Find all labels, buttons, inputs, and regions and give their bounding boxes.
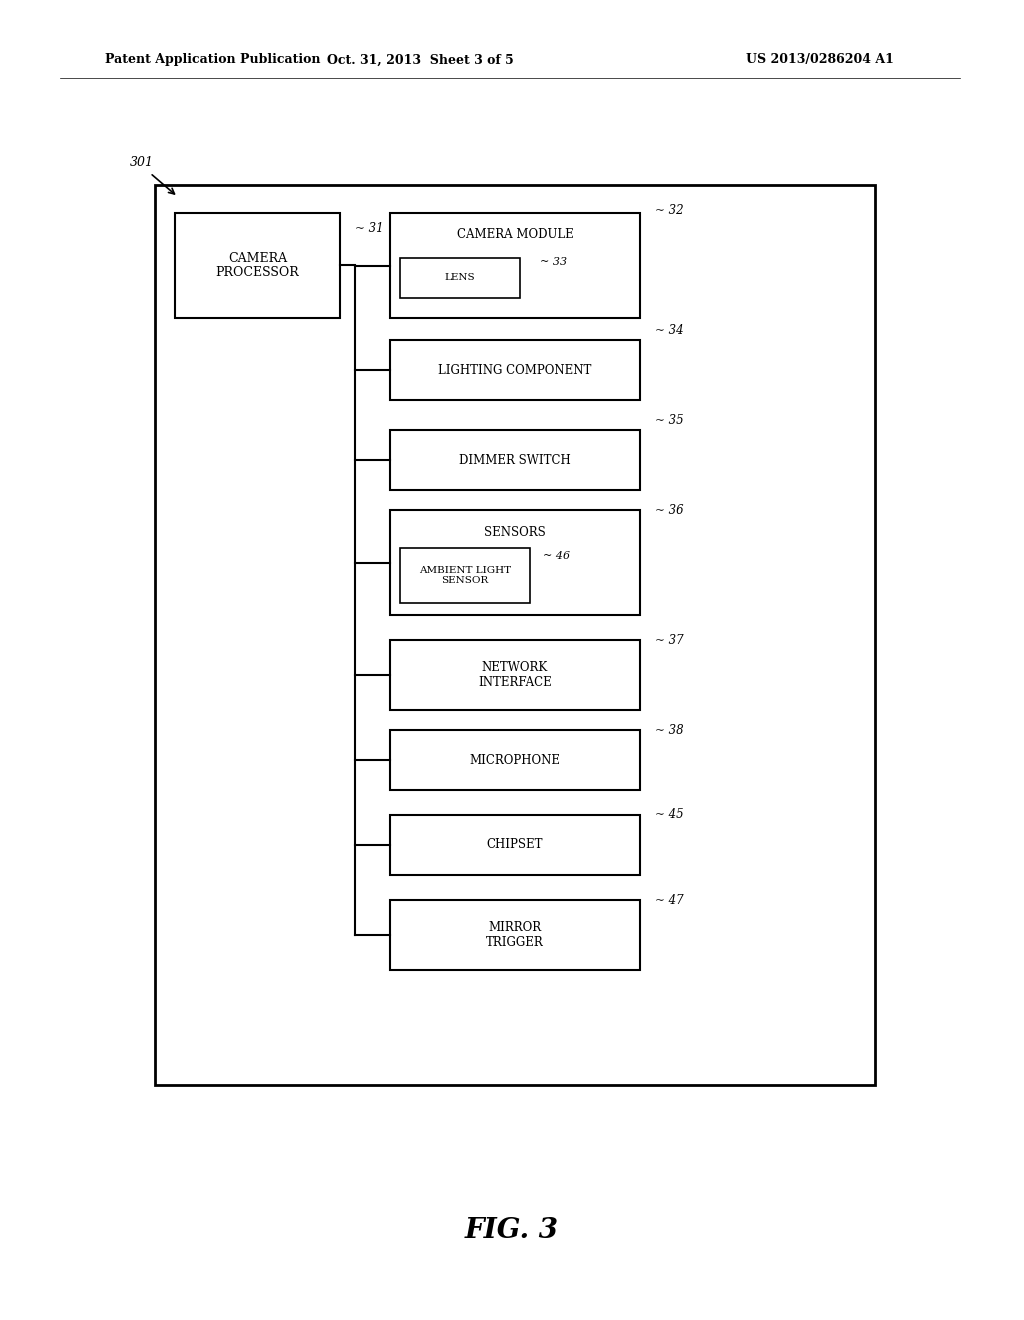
Text: 301: 301 (130, 156, 154, 169)
Text: Patent Application Publication: Patent Application Publication (105, 54, 321, 66)
Bar (390, 900, 640, 970)
Bar (390, 640, 640, 710)
Text: ~ 45: ~ 45 (655, 808, 684, 821)
Text: ~ 31: ~ 31 (355, 222, 384, 235)
Bar (400, 257, 520, 298)
Text: ~ 46: ~ 46 (543, 550, 570, 561)
Text: ~ 36: ~ 36 (655, 503, 684, 516)
Text: DIMMER SWITCH: DIMMER SWITCH (459, 454, 570, 466)
Text: SENSORS: SENSORS (484, 525, 546, 539)
Text: ~ 34: ~ 34 (655, 323, 684, 337)
Bar (175, 213, 340, 318)
Text: ~ 32: ~ 32 (655, 203, 684, 216)
Bar (390, 341, 640, 400)
Text: MIRROR
TRIGGER: MIRROR TRIGGER (486, 921, 544, 949)
Text: US 2013/0286204 A1: US 2013/0286204 A1 (746, 54, 894, 66)
Bar (400, 548, 530, 603)
Bar (155, 185, 874, 1085)
Text: ~ 47: ~ 47 (655, 894, 684, 907)
Text: LIGHTING COMPONENT: LIGHTING COMPONENT (438, 363, 592, 376)
Text: CAMERA MODULE: CAMERA MODULE (457, 228, 573, 242)
Text: Oct. 31, 2013  Sheet 3 of 5: Oct. 31, 2013 Sheet 3 of 5 (327, 54, 513, 66)
Text: CAMERA
PROCESSOR: CAMERA PROCESSOR (216, 252, 299, 280)
Text: NETWORK
INTERFACE: NETWORK INTERFACE (478, 661, 552, 689)
Bar (390, 730, 640, 789)
Bar (390, 213, 640, 318)
Text: ~ 35: ~ 35 (655, 413, 684, 426)
Text: ~ 37: ~ 37 (655, 634, 684, 647)
Bar (390, 430, 640, 490)
Bar (390, 814, 640, 875)
Text: ~ 33: ~ 33 (540, 257, 567, 267)
Text: AMBIENT LIGHT
SENSOR: AMBIENT LIGHT SENSOR (419, 566, 511, 585)
Bar (390, 510, 640, 615)
Text: ~ 38: ~ 38 (655, 723, 684, 737)
Text: FIG. 3: FIG. 3 (465, 1217, 559, 1243)
Text: LENS: LENS (444, 273, 475, 282)
Text: CHIPSET: CHIPSET (486, 838, 544, 851)
Text: MICROPHONE: MICROPHONE (469, 754, 560, 767)
